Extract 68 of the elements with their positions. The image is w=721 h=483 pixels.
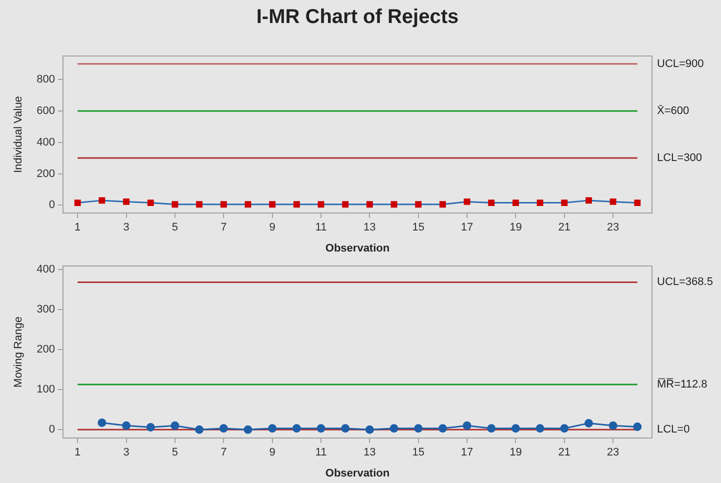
- point: [560, 424, 569, 433]
- point: [390, 424, 398, 433]
- x-tick-label: 17: [460, 446, 474, 459]
- x-tick-label: 15: [412, 222, 424, 234]
- x-tick-label: 23: [606, 446, 620, 459]
- ref-line-label: LCL=0: [657, 424, 690, 436]
- x-tick-label: 21: [558, 222, 571, 234]
- point: [608, 421, 618, 430]
- x-tick-label: 19: [510, 446, 522, 459]
- x-tick-label: 5: [172, 222, 178, 234]
- x-tick-label: 1: [74, 446, 81, 459]
- point: [170, 421, 180, 430]
- x-tick-label: 3: [123, 222, 130, 234]
- x-tick-label: 5: [172, 446, 178, 459]
- point: [414, 424, 423, 433]
- point: [244, 425, 252, 434]
- x-tick-label: 11: [315, 446, 327, 459]
- point: [341, 424, 350, 433]
- chart-title: I-MR Chart of Rejects: [255, 6, 460, 29]
- point: [268, 424, 277, 433]
- x-tick-label: 11: [315, 222, 327, 234]
- y-axis-title: Moving Range: [12, 316, 25, 388]
- point: [633, 422, 642, 432]
- point: [219, 424, 228, 433]
- ref-line-label: LCL=300: [657, 152, 702, 164]
- x-tick-label: 9: [269, 222, 276, 234]
- x-tick-label: 21: [558, 446, 571, 459]
- y-tick-label: 0: [48, 199, 55, 212]
- point: [98, 418, 106, 428]
- y-tick-label: 200: [36, 168, 55, 180]
- x-axis-title: Observation: [325, 242, 390, 254]
- x-axis-title: Observation: [325, 467, 390, 480]
- point: [195, 425, 204, 434]
- y-tick-label: 400: [36, 264, 55, 276]
- y-tick-label: 600: [36, 104, 55, 117]
- x-tick-label: 19: [510, 222, 522, 234]
- point: [462, 421, 472, 430]
- x-tick-label: 7: [220, 446, 227, 459]
- point: [365, 425, 374, 434]
- point: [122, 421, 131, 430]
- point: [438, 424, 447, 433]
- y-axis-title: Individual Value: [12, 96, 25, 173]
- point: [487, 424, 496, 433]
- point: [584, 418, 593, 428]
- x-tick-label: 3: [123, 446, 130, 459]
- x-tick-label: 15: [412, 446, 424, 459]
- point: [146, 422, 155, 432]
- y-tick-label: 0: [48, 424, 55, 436]
- point: [536, 424, 544, 433]
- point: [316, 424, 326, 433]
- x-tick-label: 13: [364, 222, 376, 234]
- y-tick-label: 100: [36, 384, 55, 396]
- x-tick-label: 17: [460, 222, 474, 234]
- ref-line-label: M̅R̅=112.8: [657, 378, 708, 391]
- y-tick-label: 800: [36, 74, 55, 86]
- x-tick-label: 7: [220, 222, 227, 234]
- y-tick-label: 300: [36, 304, 55, 316]
- y-tick-label: 400: [36, 136, 55, 148]
- point: [292, 424, 301, 433]
- ref-line-label: UCL=900: [657, 58, 704, 70]
- y-tick-label: 200: [36, 344, 55, 356]
- x-tick-label: 9: [269, 446, 276, 459]
- x-tick-label: 1: [74, 222, 81, 234]
- x-tick-label: 13: [364, 446, 376, 459]
- point: [511, 424, 520, 433]
- ref-line-label: X̄=600: [657, 104, 690, 117]
- ref-line-label: UCL=368.5: [657, 276, 713, 288]
- x-tick-label: 23: [606, 222, 620, 234]
